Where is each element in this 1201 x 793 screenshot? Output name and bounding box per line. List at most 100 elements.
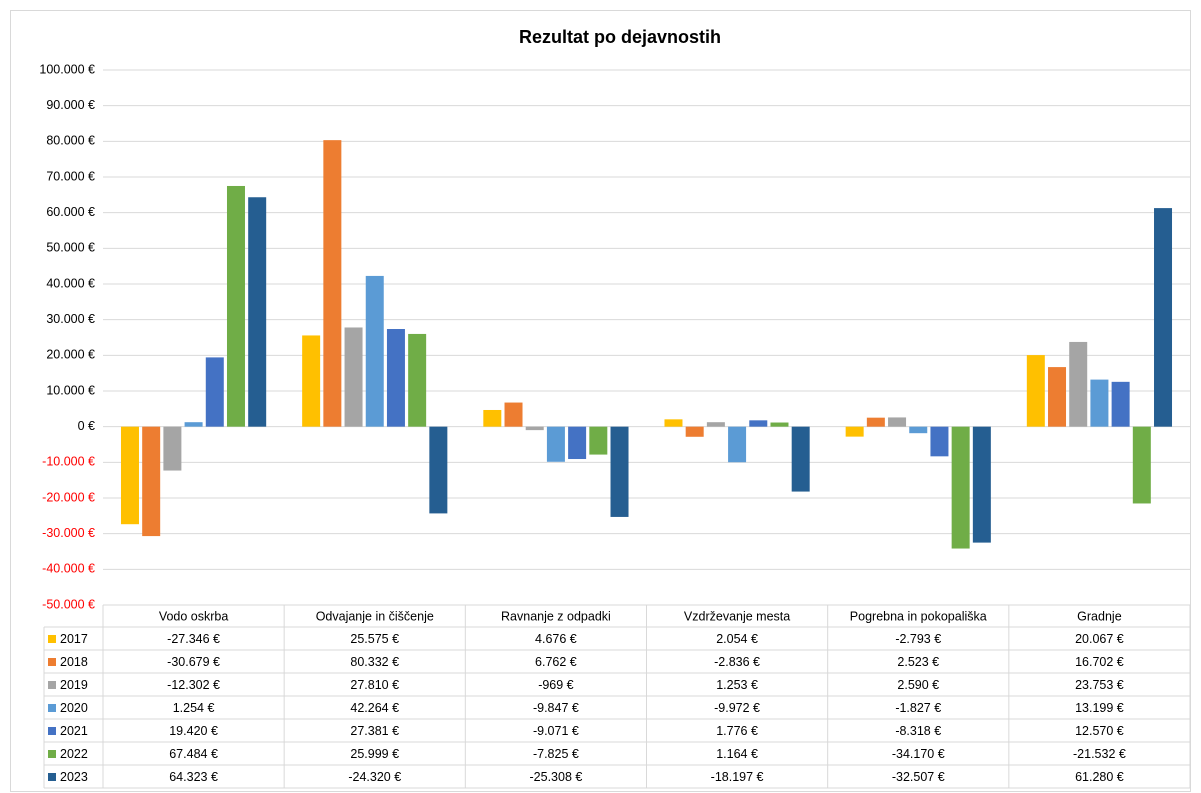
bar xyxy=(1026,355,1045,427)
table-value: 1.164 € xyxy=(716,747,758,761)
bar xyxy=(205,357,224,427)
table-value: -8.318 € xyxy=(895,724,941,738)
table-value: -2.836 € xyxy=(714,655,760,669)
table-value: 61.280 € xyxy=(1075,770,1124,784)
y-tick-label: 30.000 € xyxy=(46,312,95,326)
table-value: 2.590 € xyxy=(897,678,939,692)
table-value: -30.679 € xyxy=(167,655,220,669)
table-value: -34.170 € xyxy=(892,747,945,761)
table-value: -27.346 € xyxy=(167,632,220,646)
category-label: Ravnanje z odpadki xyxy=(501,609,611,623)
table-value: 4.676 € xyxy=(535,632,577,646)
bar xyxy=(429,426,448,514)
y-tick-label: -30.000 € xyxy=(42,526,95,540)
y-tick-label: 100.000 € xyxy=(39,62,95,76)
bar xyxy=(791,426,810,492)
category-label: Gradnje xyxy=(1077,609,1122,623)
category-label: Vodo oskrba xyxy=(159,609,229,623)
bar xyxy=(1132,426,1151,504)
bar xyxy=(770,422,789,427)
bar xyxy=(706,422,725,427)
bar xyxy=(888,417,907,427)
bar xyxy=(504,402,523,427)
table-value: 2.523 € xyxy=(897,655,939,669)
bar xyxy=(972,426,991,543)
table-value: 19.420 € xyxy=(169,724,218,738)
table-value: 16.702 € xyxy=(1075,655,1124,669)
legend-label: 2018 xyxy=(60,655,88,669)
y-tick-label: -50.000 € xyxy=(42,597,95,611)
table-value: -12.302 € xyxy=(167,678,220,692)
table-value: -24.320 € xyxy=(348,770,401,784)
table-value: 1.776 € xyxy=(716,724,758,738)
legend-key xyxy=(48,681,56,689)
legend-key xyxy=(48,773,56,781)
y-tick-label: 90.000 € xyxy=(46,98,95,112)
bar xyxy=(1069,341,1088,427)
bar xyxy=(845,426,864,437)
table-value: 25.575 € xyxy=(350,632,399,646)
table-value: -9.071 € xyxy=(533,724,579,738)
table-value: 25.999 € xyxy=(350,747,399,761)
y-tick-label: -10.000 € xyxy=(42,455,95,469)
bar xyxy=(302,335,321,427)
category-label: Odvajanje in čiščenje xyxy=(316,609,434,623)
y-tick-label: 70.000 € xyxy=(46,169,95,183)
legend-label: 2019 xyxy=(60,678,88,692)
bar xyxy=(226,185,245,427)
chart-title: Rezultat po dejavnostih xyxy=(519,27,721,47)
table-value: -21.532 € xyxy=(1073,747,1126,761)
table-value: -18.197 € xyxy=(711,770,764,784)
table-value: -969 € xyxy=(538,678,573,692)
category-label: Pogrebna in pokopališka xyxy=(850,609,987,623)
bar xyxy=(930,426,949,457)
table-value: 64.323 € xyxy=(169,770,218,784)
bar xyxy=(951,426,970,549)
bar xyxy=(120,426,139,525)
table-value: -2.793 € xyxy=(895,632,941,646)
table-value: 1.254 € xyxy=(173,701,215,715)
legend-key xyxy=(48,750,56,758)
table-value: 80.332 € xyxy=(350,655,399,669)
table-value: 67.484 € xyxy=(169,747,218,761)
bar xyxy=(546,426,565,462)
legend-key xyxy=(48,658,56,666)
bar xyxy=(866,417,885,427)
bar xyxy=(184,422,203,427)
legend-key xyxy=(48,704,56,712)
table-value: -9.972 € xyxy=(714,701,760,715)
y-tick-label: 10.000 € xyxy=(46,383,95,397)
table-value: -9.847 € xyxy=(533,701,579,715)
bar xyxy=(664,419,683,427)
y-tick-label: 0 € xyxy=(78,419,95,433)
legend-label: 2020 xyxy=(60,701,88,715)
bar xyxy=(365,275,384,427)
legend-label: 2023 xyxy=(60,770,88,784)
bar xyxy=(728,426,747,463)
table-value: 13.199 € xyxy=(1075,701,1124,715)
bar xyxy=(1154,208,1173,427)
y-tick-label: -20.000 € xyxy=(42,490,95,504)
legend-label: 2021 xyxy=(60,724,88,738)
bar xyxy=(749,420,768,427)
table-value: 6.762 € xyxy=(535,655,577,669)
legend-key xyxy=(48,635,56,643)
bar xyxy=(1111,381,1130,427)
bar xyxy=(525,426,544,431)
bar xyxy=(568,426,587,460)
bar xyxy=(142,426,161,537)
bar xyxy=(589,426,608,455)
chart-border xyxy=(10,10,1191,792)
bar xyxy=(610,426,629,517)
table-value: -25.308 € xyxy=(530,770,583,784)
table-value: -7.825 € xyxy=(533,747,579,761)
bar xyxy=(386,329,405,427)
bar xyxy=(909,426,928,434)
y-tick-label: 40.000 € xyxy=(46,276,95,290)
bar xyxy=(1048,367,1067,427)
bar xyxy=(163,426,182,471)
legend-label: 2017 xyxy=(60,632,88,646)
y-tick-label: 80.000 € xyxy=(46,134,95,148)
legend-key xyxy=(48,727,56,735)
y-tick-label: 60.000 € xyxy=(46,205,95,219)
